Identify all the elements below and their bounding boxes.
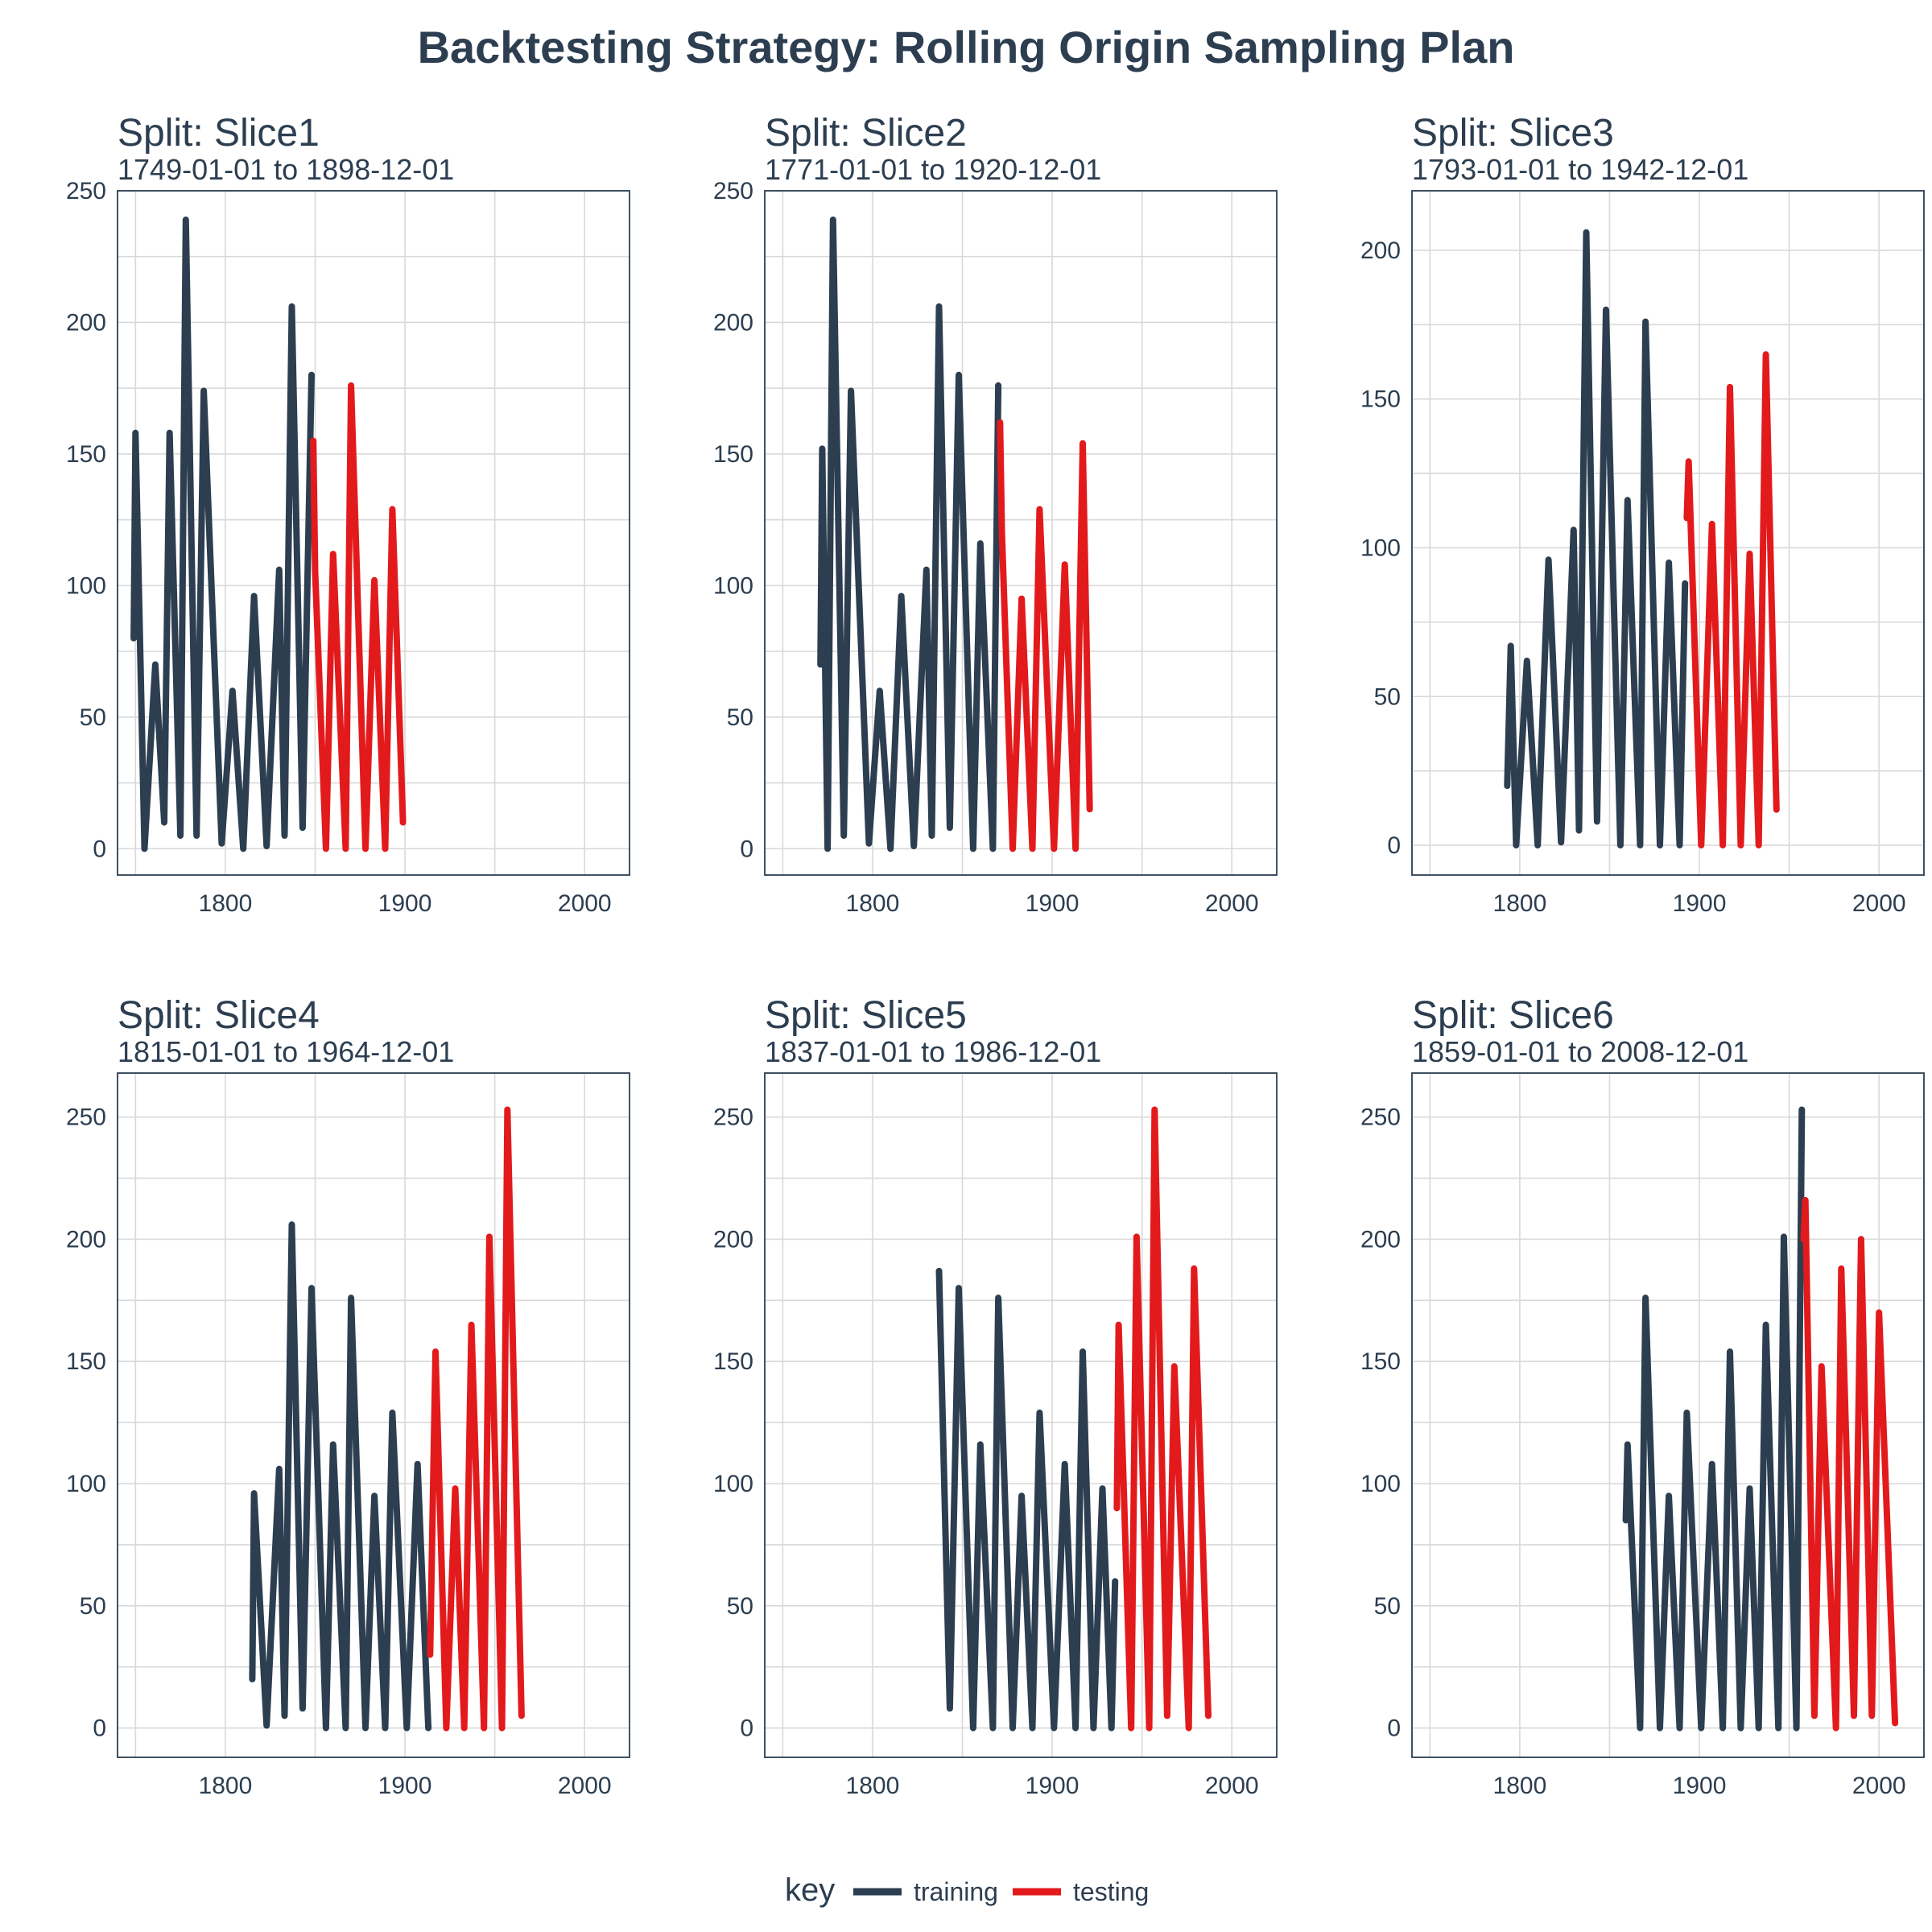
y-tick-label: 200 bbox=[66, 1226, 106, 1253]
y-tick-label: 100 bbox=[1360, 1471, 1401, 1497]
series-line-testing bbox=[1683, 351, 1780, 848]
x-tick-label: 2000 bbox=[1205, 1773, 1259, 1799]
y-tick-label: 150 bbox=[1360, 1348, 1401, 1375]
series-line-testing bbox=[1113, 1106, 1212, 1732]
y-tick-label: 200 bbox=[713, 309, 753, 336]
y-tick-label: 0 bbox=[740, 1715, 753, 1742]
series-line-training bbox=[935, 1267, 1119, 1732]
panel-subtitle: 1749-01-01 to 1898-12-01 bbox=[118, 153, 454, 186]
x-tick-label: 2000 bbox=[558, 1773, 612, 1799]
y-tick-label: 0 bbox=[93, 1715, 106, 1742]
y-tick-label: 150 bbox=[66, 1348, 106, 1375]
panel-border bbox=[764, 190, 1278, 876]
y-tick-label: 100 bbox=[1360, 535, 1401, 561]
series-line-training bbox=[1504, 229, 1689, 848]
y-tick-label: 50 bbox=[727, 1593, 753, 1620]
x-tick-label: 1800 bbox=[199, 1773, 253, 1799]
panel-title: Split: Slice3 bbox=[1412, 112, 1614, 155]
panel-border bbox=[764, 1072, 1278, 1758]
legend-title: key bbox=[785, 1872, 835, 1908]
y-tick-label: 250 bbox=[713, 1104, 753, 1131]
panel-subtitle: 1815-01-01 to 1964-12-01 bbox=[118, 1035, 454, 1068]
series-line-testing bbox=[1800, 1196, 1899, 1732]
x-tick-label: 2000 bbox=[558, 890, 612, 917]
panel-border bbox=[117, 1072, 630, 1758]
legend-label-training: training bbox=[914, 1877, 998, 1906]
y-tick-label: 0 bbox=[1387, 832, 1401, 859]
y-tick-label: 100 bbox=[713, 1471, 753, 1497]
panel-subtitle: 1837-01-01 to 1986-12-01 bbox=[765, 1035, 1101, 1068]
y-tick-label: 50 bbox=[727, 704, 753, 731]
y-tick-label: 50 bbox=[1374, 1593, 1401, 1620]
x-tick-label: 1900 bbox=[1026, 890, 1080, 917]
y-tick-label: 250 bbox=[66, 1104, 106, 1131]
y-tick-label: 0 bbox=[93, 836, 106, 862]
x-tick-label: 1900 bbox=[378, 890, 432, 917]
x-tick-label: 1800 bbox=[199, 890, 253, 917]
series-line-training bbox=[1622, 1106, 1806, 1732]
y-tick-label: 150 bbox=[713, 1348, 753, 1375]
series-line-training bbox=[817, 217, 1002, 852]
panel-subtitle: 1859-01-01 to 2008-12-01 bbox=[1412, 1035, 1748, 1068]
panel-title: Split: Slice2 bbox=[765, 112, 967, 155]
panel-subtitle: 1771-01-01 to 1920-12-01 bbox=[765, 153, 1101, 186]
y-tick-label: 250 bbox=[66, 178, 106, 204]
series-line-testing bbox=[310, 382, 407, 852]
y-tick-label: 100 bbox=[713, 572, 753, 599]
y-tick-label: 150 bbox=[66, 441, 106, 468]
x-tick-label: 1900 bbox=[1673, 1773, 1727, 1799]
y-tick-label: 150 bbox=[713, 441, 753, 468]
y-tick-label: 250 bbox=[713, 178, 753, 204]
figure-title: Backtesting Strategy: Rolling Origin Sam… bbox=[418, 22, 1515, 72]
panel-title: Split: Slice5 bbox=[765, 994, 967, 1037]
x-tick-label: 1800 bbox=[846, 1773, 900, 1799]
panel-subtitle: 1793-01-01 to 1942-12-01 bbox=[1412, 153, 1748, 186]
x-tick-label: 1800 bbox=[1493, 890, 1547, 917]
panel-border bbox=[117, 190, 630, 876]
y-tick-label: 100 bbox=[66, 1471, 106, 1497]
y-tick-label: 200 bbox=[1360, 237, 1401, 264]
x-tick-label: 1900 bbox=[1026, 1773, 1080, 1799]
series-line-testing bbox=[997, 419, 1093, 852]
panel-border bbox=[1411, 1072, 1925, 1758]
x-tick-label: 2000 bbox=[1852, 890, 1906, 917]
series-line-training bbox=[130, 217, 315, 852]
panel-title: Split: Slice6 bbox=[1412, 994, 1614, 1037]
x-tick-label: 2000 bbox=[1205, 890, 1259, 917]
y-tick-label: 100 bbox=[66, 572, 106, 599]
series-line-training bbox=[249, 1221, 432, 1732]
x-tick-label: 1800 bbox=[846, 890, 900, 917]
x-tick-label: 1900 bbox=[378, 1773, 432, 1799]
y-tick-label: 0 bbox=[1387, 1715, 1401, 1742]
y-tick-label: 50 bbox=[1374, 683, 1401, 710]
legend-label-testing: testing bbox=[1073, 1877, 1149, 1906]
y-tick-label: 50 bbox=[80, 704, 106, 731]
y-tick-label: 200 bbox=[1360, 1226, 1401, 1253]
panel-border bbox=[1411, 190, 1925, 876]
x-tick-label: 1900 bbox=[1673, 890, 1727, 917]
x-tick-label: 1800 bbox=[1493, 1773, 1547, 1799]
y-tick-label: 200 bbox=[713, 1226, 753, 1253]
y-tick-label: 200 bbox=[66, 309, 106, 336]
panel-title: Split: Slice1 bbox=[118, 112, 320, 155]
y-tick-label: 50 bbox=[80, 1593, 106, 1620]
x-tick-label: 2000 bbox=[1852, 1773, 1906, 1799]
legend: key training testing bbox=[785, 1872, 1149, 1908]
y-tick-label: 0 bbox=[740, 836, 753, 862]
panel-title: Split: Slice4 bbox=[118, 994, 320, 1037]
series-line-testing bbox=[427, 1106, 525, 1732]
y-tick-label: 150 bbox=[1360, 386, 1401, 413]
y-tick-label: 250 bbox=[1360, 1104, 1401, 1131]
